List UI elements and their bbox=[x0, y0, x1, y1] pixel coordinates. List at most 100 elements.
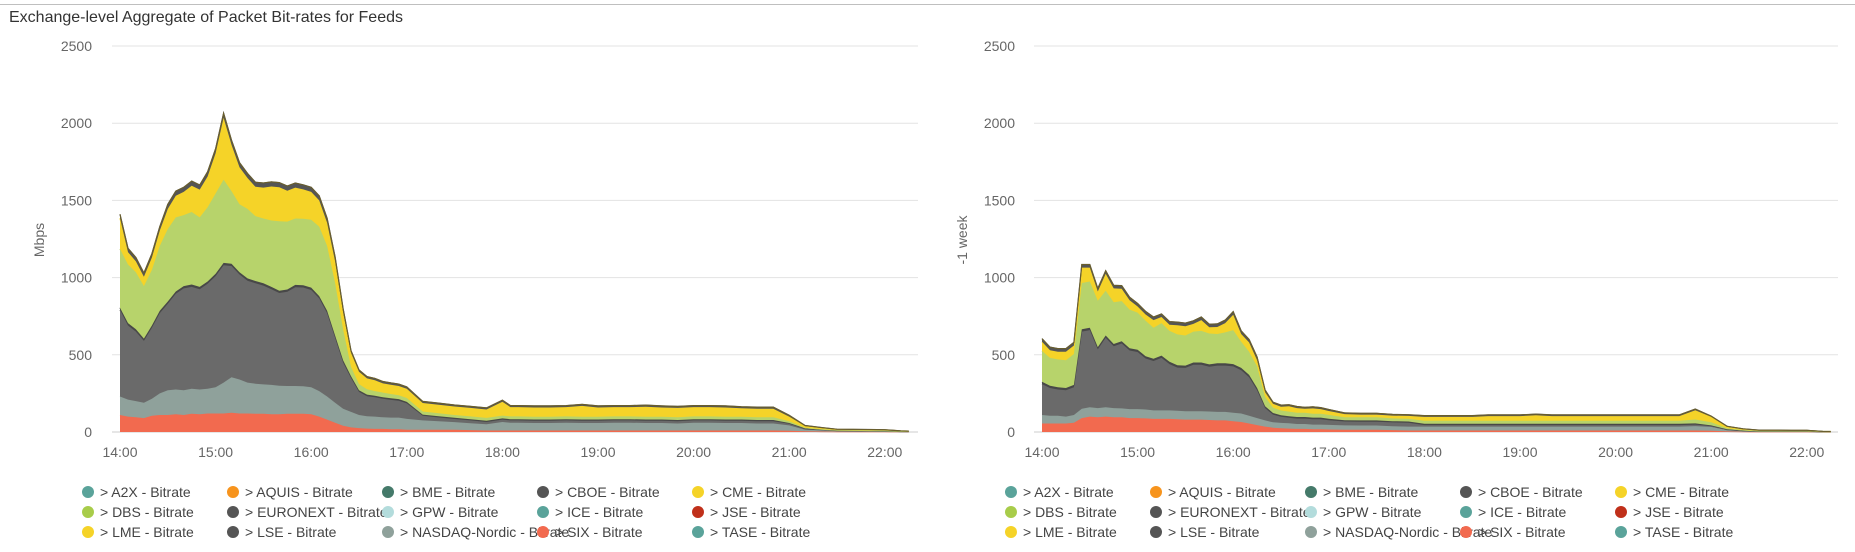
legend-label: > LSE - Bitrate bbox=[245, 524, 337, 540]
legend-label: > LME - Bitrate bbox=[1023, 524, 1117, 540]
legend-swatch bbox=[537, 486, 549, 498]
y-tick-label: 1500 bbox=[984, 192, 1015, 208]
y-tick-label: 2000 bbox=[61, 115, 92, 131]
legend-item[interactable]: > AQUIS - Bitrate bbox=[227, 484, 353, 500]
legend-item[interactable]: > BME - Bitrate bbox=[382, 484, 496, 500]
legend-swatch bbox=[1305, 506, 1317, 518]
legend-swatch bbox=[1460, 526, 1472, 538]
legend-item[interactable]: > TASE - Bitrate bbox=[692, 524, 810, 540]
legend-swatch bbox=[1615, 486, 1627, 498]
legend-label: > JSE - Bitrate bbox=[710, 504, 801, 520]
legend-item[interactable]: > A2X - Bitrate bbox=[1005, 484, 1114, 500]
legend-item[interactable]: > EURONEXT - Bitrate bbox=[227, 504, 388, 520]
legend-item[interactable]: > NASDAQ-Nordic - Bitrate bbox=[1305, 524, 1492, 540]
legend-item[interactable]: > GPW - Bitrate bbox=[1305, 504, 1422, 520]
legend-item[interactable]: > CME - Bitrate bbox=[1615, 484, 1729, 500]
legend-item[interactable]: > GPW - Bitrate bbox=[382, 504, 499, 520]
legend-swatch bbox=[1150, 486, 1162, 498]
y-tick-label: 0 bbox=[1007, 424, 1015, 440]
x-tick-label: 21:00 bbox=[772, 444, 807, 460]
legend-label: > NASDAQ-Nordic - Bitrate bbox=[1323, 524, 1492, 540]
area-series-dbs-bitrate[interactable] bbox=[120, 179, 909, 432]
x-tick-label: 22:00 bbox=[1789, 444, 1824, 460]
legend-swatch bbox=[692, 506, 704, 518]
legend-label: > DBS - Bitrate bbox=[1023, 504, 1117, 520]
area-series-dbs-bitrate[interactable] bbox=[1042, 281, 1831, 432]
legend-label: > TASE - Bitrate bbox=[1633, 524, 1733, 540]
legend-swatch bbox=[1615, 526, 1627, 538]
x-tick-label: 15:00 bbox=[198, 444, 233, 460]
legend-label: > A2X - Bitrate bbox=[1023, 484, 1114, 500]
legend-label: > CME - Bitrate bbox=[710, 484, 806, 500]
legend-label: > CME - Bitrate bbox=[1633, 484, 1729, 500]
legend-label: > DBS - Bitrate bbox=[100, 504, 194, 520]
y-tick-label: 0 bbox=[84, 424, 92, 440]
legend-item[interactable]: > LME - Bitrate bbox=[82, 524, 194, 540]
legend-item[interactable]: > NASDAQ-Nordic - Bitrate bbox=[382, 524, 569, 540]
legend-label: > NASDAQ-Nordic - Bitrate bbox=[400, 524, 569, 540]
legend-item[interactable]: > SIX - Bitrate bbox=[537, 524, 643, 540]
legend-swatch bbox=[1005, 526, 1017, 538]
legend-swatch bbox=[82, 526, 94, 538]
legend-label: > SIX - Bitrate bbox=[555, 524, 643, 540]
y-tick-label: 500 bbox=[992, 347, 1016, 363]
legend-label: > LME - Bitrate bbox=[100, 524, 194, 540]
legend-swatch bbox=[1305, 486, 1317, 498]
legend-label: > ICE - Bitrate bbox=[555, 504, 644, 520]
legend-item[interactable]: > ICE - Bitrate bbox=[537, 504, 644, 520]
legend-swatch bbox=[1150, 506, 1162, 518]
x-tick-label: 17:00 bbox=[1311, 444, 1346, 460]
legend-label: > AQUIS - Bitrate bbox=[1168, 484, 1276, 500]
legend-item[interactable]: > DBS - Bitrate bbox=[1005, 504, 1117, 520]
area-series-nasdaq-nordic-bitrate[interactable] bbox=[120, 377, 909, 432]
x-tick-label: 14:00 bbox=[102, 444, 137, 460]
legend-item[interactable]: > JSE - Bitrate bbox=[1615, 504, 1724, 520]
legend-swatch bbox=[692, 526, 704, 538]
legend-swatch bbox=[82, 506, 94, 518]
y-axis-label: Mbps bbox=[31, 223, 47, 257]
legend-item[interactable]: > LSE - Bitrate bbox=[1150, 524, 1260, 540]
x-tick-label: 19:00 bbox=[580, 444, 615, 460]
y-tick-label: 1000 bbox=[984, 270, 1015, 286]
area-series-six-bitrate[interactable] bbox=[120, 412, 909, 432]
legend-item[interactable]: > CBOE - Bitrate bbox=[1460, 484, 1583, 500]
legend-swatch bbox=[382, 506, 394, 518]
total-outline bbox=[1041, 264, 1831, 432]
legend-item[interactable]: > CBOE - Bitrate bbox=[537, 484, 660, 500]
legend-item[interactable]: > DBS - Bitrate bbox=[82, 504, 194, 520]
total-outline bbox=[119, 111, 909, 432]
legend-label: > BME - Bitrate bbox=[400, 484, 496, 500]
x-tick-label: 20:00 bbox=[1598, 444, 1633, 460]
legend-swatch bbox=[1460, 486, 1472, 498]
x-tick-label: 17:00 bbox=[389, 444, 424, 460]
legend-label: > AQUIS - Bitrate bbox=[245, 484, 353, 500]
y-tick-label: 2500 bbox=[61, 38, 92, 54]
x-tick-label: 15:00 bbox=[1120, 444, 1155, 460]
area-series-lse-bitrate[interactable] bbox=[120, 265, 909, 432]
legend-swatch bbox=[1005, 506, 1017, 518]
top-divider bbox=[0, 4, 1855, 5]
legend-item[interactable]: > LME - Bitrate bbox=[1005, 524, 1117, 540]
legend-swatch bbox=[227, 506, 239, 518]
legend-label: > JSE - Bitrate bbox=[1633, 504, 1724, 520]
legend-item[interactable]: > TASE - Bitrate bbox=[1615, 524, 1733, 540]
legend-label: > SIX - Bitrate bbox=[1478, 524, 1566, 540]
legend-item[interactable]: > CME - Bitrate bbox=[692, 484, 806, 500]
legend-item[interactable]: > SIX - Bitrate bbox=[1460, 524, 1566, 540]
legend-label: > GPW - Bitrate bbox=[400, 504, 499, 520]
legend-item[interactable]: > EURONEXT - Bitrate bbox=[1150, 504, 1311, 520]
x-tick-label: 16:00 bbox=[294, 444, 329, 460]
legend-item[interactable]: > BME - Bitrate bbox=[1305, 484, 1419, 500]
x-tick-label: 18:00 bbox=[1407, 444, 1442, 460]
legend-item[interactable]: > JSE - Bitrate bbox=[692, 504, 801, 520]
area-series-six-bitrate[interactable] bbox=[1042, 416, 1831, 432]
y-tick-label: 2500 bbox=[984, 38, 1015, 54]
legend-item[interactable]: > AQUIS - Bitrate bbox=[1150, 484, 1276, 500]
legend-item[interactable]: > A2X - Bitrate bbox=[82, 484, 191, 500]
y-tick-label: 1000 bbox=[61, 270, 92, 286]
area-series-lse-bitrate[interactable] bbox=[1042, 330, 1831, 432]
legend-swatch bbox=[1615, 506, 1627, 518]
legend-item[interactable]: > ICE - Bitrate bbox=[1460, 504, 1567, 520]
y-axis-label: -1 week bbox=[954, 214, 970, 264]
legend-item[interactable]: > LSE - Bitrate bbox=[227, 524, 337, 540]
